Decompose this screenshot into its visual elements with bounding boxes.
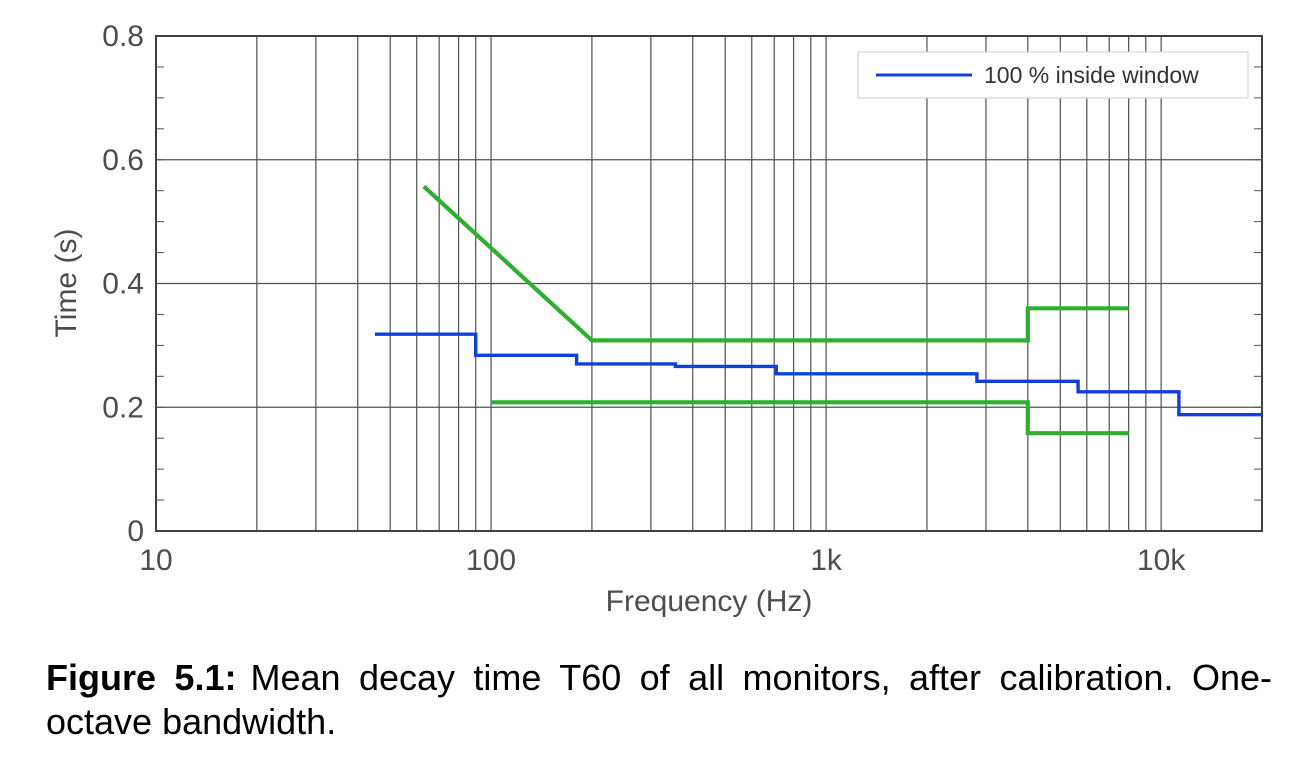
figure-caption: Figure 5.1: Mean decay time T60 of all mo… — [46, 656, 1272, 744]
series-line-3 — [491, 400, 1129, 436]
caption-label: Figure 5.1: — [46, 657, 237, 698]
legend: 100 % inside window — [857, 51, 1249, 99]
ticks: 10 100 1k 10k 0 0.2 0.4 0.6 0.8 — [102, 20, 1262, 577]
x-tick-label: 1k — [810, 544, 843, 577]
grid — [156, 36, 1262, 531]
y-tick-label: 0.6 — [102, 144, 144, 177]
caption-text: Mean decay time T60 of all monitors, aft… — [46, 657, 1272, 742]
y-tick-label: 0 — [127, 515, 144, 548]
y-tick-label: 0.8 — [102, 20, 144, 53]
decay-time-chart: 10 100 1k 10k 0 0.2 0.4 0.6 0.8 Frequency (Hz) T… — [50, 20, 1263, 618]
x-axis-title: Frequency (Hz) — [606, 585, 813, 618]
series-layer — [374, 184, 1262, 436]
y-tick-label: 0.2 — [102, 391, 144, 424]
y-axis-title: Time (s) — [50, 229, 83, 338]
x-tick-label: 10 — [139, 544, 172, 577]
y-tick-label: 0.4 — [102, 268, 144, 301]
series-line-1 — [374, 332, 1262, 417]
legend-label-mean: 100 % inside window — [984, 62, 1199, 88]
x-tick-label: 100 — [466, 544, 516, 577]
series-line-2 — [422, 184, 1129, 343]
x-tick-label: 10k — [1137, 544, 1186, 577]
